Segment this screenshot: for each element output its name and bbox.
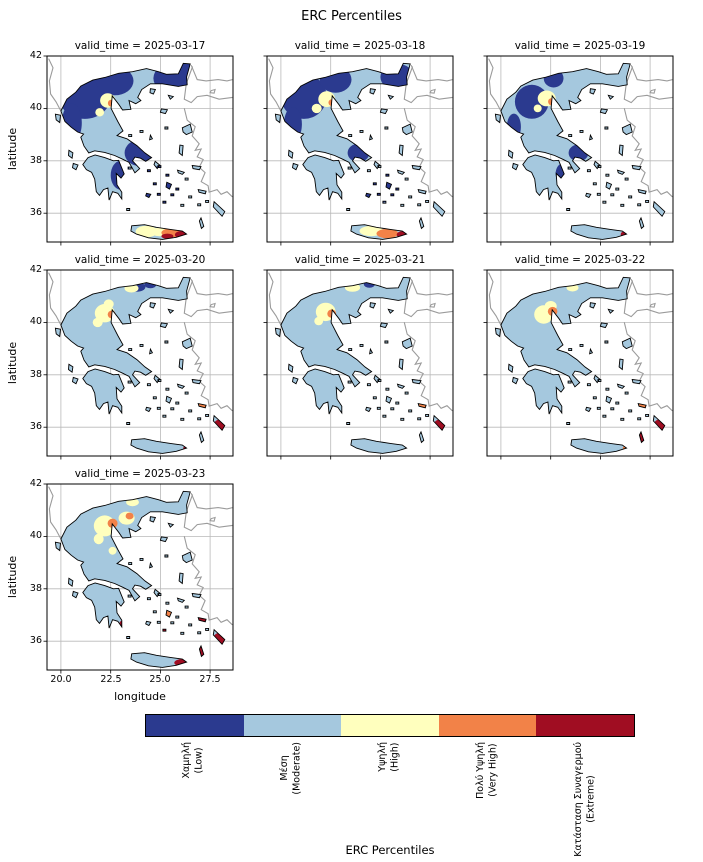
y-tick-label: 40 [29,530,42,541]
map-plot [43,483,234,674]
map-panel-2025-03-19: valid_time = 2025-03-19 [483,40,674,246]
map-panel-2025-03-22: valid_time = 2025-03-22 [483,254,674,460]
colorbar-segment-very_high [438,715,537,736]
colorbar [145,714,635,737]
map-plot [43,55,234,246]
panel-title: valid_time = 2025-03-22 [514,254,646,266]
panel-title: valid_time = 2025-03-21 [294,254,426,266]
erc-category-patch-high [135,225,158,238]
colorbar-segment-low [146,715,244,736]
y-axis-label: latitude [6,341,19,385]
map-plot [263,269,454,460]
y-tick-label: 36 [29,421,42,432]
figure-title: ERC Percentiles [301,9,402,24]
erc-category-patch-very_high [125,512,134,520]
map-panel-2025-03-18: valid_time = 2025-03-18 [263,40,454,246]
y-tick-label: 42 [29,50,42,61]
y-tick-label: 36 [29,635,42,646]
map-plot [483,55,674,246]
erc-category-patch-high [314,316,324,326]
panel-title: valid_time = 2025-03-18 [294,40,426,52]
x-tick-label: 25.0 [149,674,171,685]
erc-category-patch-high [103,299,114,309]
y-tick-label: 40 [29,102,42,113]
x-tick-label: 20.0 [50,674,72,685]
erc-category-patch-high [108,546,117,555]
map-panel-2025-03-20: valid_time = 2025-03-20 36 38 40 42 [30,254,234,460]
map-plot [263,55,454,246]
colorbar-tick-label-low: Χαμηλή (Low) [181,742,205,779]
erc-category-patch-very_high [376,228,399,239]
x-tick-label: 22.5 [100,674,122,685]
colorbar-tick-label-very_high: Πολύ Υψηλή (Very High) [475,742,499,799]
map-panel-2025-03-17: valid_time = 2025-03-17 36 38 40 42 [30,40,234,246]
erc-category-patch-high [533,104,542,113]
y-axis-label: latitude [6,127,19,171]
map-plot [43,269,234,460]
y-tick-label: 42 [29,478,42,489]
colorbar-segment-moderate [243,715,342,736]
erc-category-patch-high [95,108,105,117]
y-tick-label: 42 [29,264,42,275]
panel-title: valid_time = 2025-03-23 [74,468,206,480]
y-tick-label: 40 [29,316,42,327]
colorbar-tick-label-moderate: Μέση (Moderate) [279,742,303,795]
panel-title: valid_time = 2025-03-17 [74,40,206,52]
erc-category-patch-high [92,317,103,328]
colorbar-segment-extreme [536,715,634,736]
y-tick-label: 38 [29,369,42,380]
colorbar-title: ERC Percentiles [345,843,435,857]
y-axis-label: latitude [6,555,19,599]
x-tick-label: 27.5 [199,674,221,685]
colorbar-segment-high [341,715,439,736]
y-tick-label: 38 [29,583,42,594]
map-panel-2025-03-23: valid_time = 2025-03-23 36 38 40 42 20.0 22.5 2… [30,468,234,685]
panel-title: valid_time = 2025-03-19 [514,40,646,52]
panel-title: valid_time = 2025-03-20 [74,254,206,266]
erc-category-patch-extreme [161,233,174,239]
x-axis-label: longitude [114,690,166,703]
y-tick-label: 38 [29,155,42,166]
y-tick-label: 36 [29,207,42,218]
colorbar-tick-label-extreme: Κατάσταση Συναγερμού (Extreme) [573,742,597,857]
erc-category-patch-very_high [107,518,118,528]
map-panel-2025-03-21: valid_time = 2025-03-21 [263,254,454,460]
map-plot [483,269,674,460]
erc-category-patch-high [93,533,104,545]
erc-category-patch-high [311,103,322,114]
colorbar-tick-label-high: Υψηλή (High) [377,742,401,772]
